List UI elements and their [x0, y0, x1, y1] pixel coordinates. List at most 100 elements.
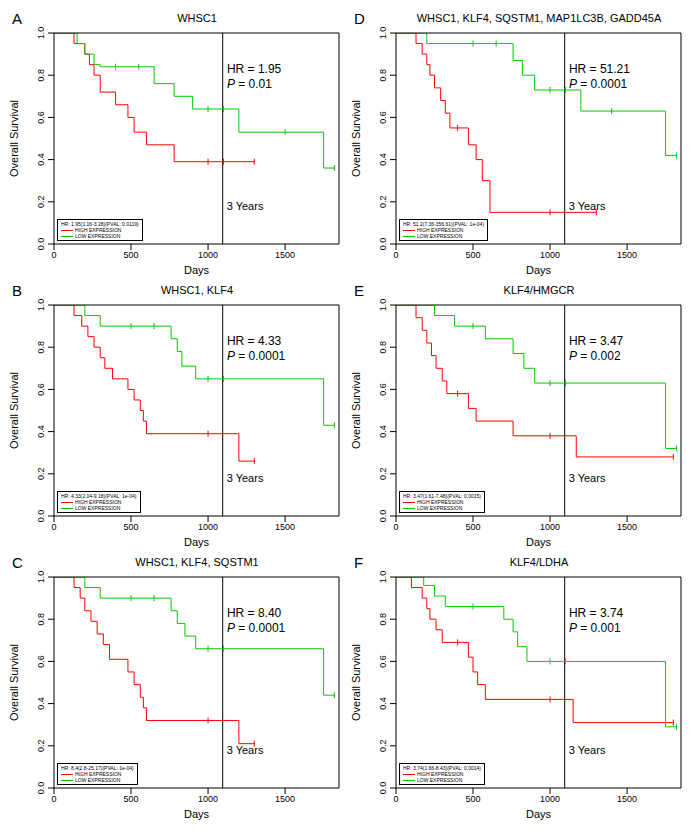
svg-text:0: 0: [51, 250, 56, 260]
svg-text:1500: 1500: [275, 794, 295, 804]
svg-text:0: 0: [51, 522, 56, 532]
svg-text:Days: Days: [526, 808, 552, 820]
svg-text:1500: 1500: [275, 522, 295, 532]
svg-text:0.0: 0.0: [36, 782, 46, 795]
svg-text:0.8: 0.8: [378, 341, 388, 354]
html-text:P = 0.0001: P = 0.0001: [226, 349, 286, 364]
svg-text:0.0: 0.0: [378, 238, 388, 251]
svg-text:Overall Survival: Overall Survival: [350, 644, 362, 721]
html-text:D: D: [354, 10, 365, 27]
svg-text:3 Years: 3 Years: [227, 200, 264, 212]
svg-text:1000: 1000: [540, 522, 560, 532]
svg-text:1.0: 1.0: [378, 299, 388, 312]
svg-text:0.4: 0.4: [378, 425, 388, 438]
html-text:HR = 51.21: HR = 51.21: [568, 62, 630, 77]
svg-text:0.2: 0.2: [378, 740, 388, 753]
svg-text:Days: Days: [184, 264, 210, 276]
svg-text:0.4: 0.4: [36, 425, 46, 438]
svg-text:0: 0: [51, 794, 56, 804]
svg-text:0.4: 0.4: [378, 697, 388, 710]
svg-text:0.0: 0.0: [378, 510, 388, 523]
svg-text:Days: Days: [526, 536, 552, 548]
html-text:HR = 1.95: HR = 1.95: [226, 62, 282, 77]
svg-text:3 Years: 3 Years: [227, 744, 264, 756]
html-text:WHSC1: WHSC1: [177, 12, 217, 24]
svg-text:Days: Days: [184, 536, 210, 548]
svg-text:0.2: 0.2: [36, 196, 46, 209]
html-text:P = 0.001: P = 0.001: [568, 621, 621, 636]
svg-text:1000: 1000: [198, 522, 218, 532]
svg-text:0: 0: [393, 794, 398, 804]
svg-text:500: 500: [124, 794, 139, 804]
html-text:HR = 4.33: HR = 4.33: [226, 334, 282, 349]
svg-text:0.8: 0.8: [378, 613, 388, 626]
svg-text:0.2: 0.2: [378, 468, 388, 481]
html-text:WHSC1, KLF4, SQSTM1, MAP1LC3B,: WHSC1, KLF4, SQSTM1, MAP1LC3B, GADD45A: [416, 12, 662, 24]
svg-text:0.8: 0.8: [36, 69, 46, 82]
svg-text:Overall Survival: Overall Survival: [350, 100, 362, 177]
html-text:P = 0.002: P = 0.002: [568, 349, 621, 364]
svg-text:1500: 1500: [617, 794, 637, 804]
html-text:HR = 8.40: HR = 8.40: [226, 606, 282, 621]
svg-text:1.0: 1.0: [36, 299, 46, 312]
svg-text:0.4: 0.4: [36, 153, 46, 166]
svg-text:0.8: 0.8: [378, 69, 388, 82]
svg-text:500: 500: [466, 522, 481, 532]
svg-text:1.0: 1.0: [378, 571, 388, 584]
html-text:KLF4/HMGCR: KLF4/HMGCR: [503, 284, 575, 296]
svg-text:1.0: 1.0: [378, 27, 388, 40]
svg-text:1000: 1000: [198, 794, 218, 804]
svg-text:Days: Days: [526, 264, 552, 276]
html-text:HR = 3.74: HR = 3.74: [568, 606, 624, 621]
svg-text:500: 500: [466, 794, 481, 804]
svg-text:0: 0: [393, 522, 398, 532]
html-text:P = 0.0001: P = 0.0001: [226, 621, 286, 636]
svg-text:1500: 1500: [617, 522, 637, 532]
html-text:WHSC1, KLF4: WHSC1, KLF4: [160, 284, 234, 296]
svg-text:0.6: 0.6: [36, 655, 46, 668]
svg-text:Overall Survival: Overall Survival: [8, 100, 20, 177]
html-text:WHSC1, KLF4, SQSTM1: WHSC1, KLF4, SQSTM1: [135, 556, 259, 568]
svg-text:0.6: 0.6: [36, 111, 46, 124]
svg-text:0.0: 0.0: [36, 238, 46, 251]
svg-text:500: 500: [124, 250, 139, 260]
svg-text:0.6: 0.6: [378, 655, 388, 668]
svg-text:3 Years: 3 Years: [569, 744, 606, 756]
svg-text:500: 500: [466, 250, 481, 260]
svg-text:3 Years: 3 Years: [569, 472, 606, 484]
svg-text:1500: 1500: [617, 250, 637, 260]
svg-text:1000: 1000: [540, 794, 560, 804]
svg-text:1500: 1500: [275, 250, 295, 260]
svg-text:0.6: 0.6: [378, 111, 388, 124]
html-text:HR = 3.47: HR = 3.47: [568, 334, 624, 349]
svg-text:0.2: 0.2: [378, 196, 388, 209]
svg-text:0.2: 0.2: [36, 468, 46, 481]
svg-text:0.8: 0.8: [36, 341, 46, 354]
svg-text:1.0: 1.0: [36, 27, 46, 40]
html-text:A: A: [12, 10, 22, 27]
svg-text:0.0: 0.0: [378, 782, 388, 795]
svg-text:0: 0: [393, 250, 398, 260]
svg-text:500: 500: [124, 522, 139, 532]
svg-text:3 Years: 3 Years: [569, 200, 606, 212]
svg-text:0.6: 0.6: [36, 383, 46, 396]
svg-text:0.2: 0.2: [36, 740, 46, 753]
svg-text:0.8: 0.8: [36, 613, 46, 626]
html-text:C: C: [12, 554, 23, 571]
html-text:P = 0.0001: P = 0.0001: [568, 77, 628, 92]
svg-text:1.0: 1.0: [36, 571, 46, 584]
svg-text:Overall Survival: Overall Survival: [8, 644, 20, 721]
svg-text:0.0: 0.0: [36, 510, 46, 523]
svg-text:0.6: 0.6: [378, 383, 388, 396]
svg-text:0.4: 0.4: [378, 153, 388, 166]
svg-text:Overall Survival: Overall Survival: [350, 372, 362, 449]
html-text:P = 0.01: P = 0.01: [226, 77, 272, 92]
html-text:B: B: [12, 282, 22, 299]
svg-text:3 Years: 3 Years: [227, 472, 264, 484]
svg-text:1000: 1000: [540, 250, 560, 260]
svg-text:Days: Days: [184, 808, 210, 820]
html-text:KLF4/LDHA: KLF4/LDHA: [509, 556, 569, 568]
svg-text:Overall Survival: Overall Survival: [8, 372, 20, 449]
svg-text:0.4: 0.4: [36, 697, 46, 710]
svg-text:1000: 1000: [198, 250, 218, 260]
